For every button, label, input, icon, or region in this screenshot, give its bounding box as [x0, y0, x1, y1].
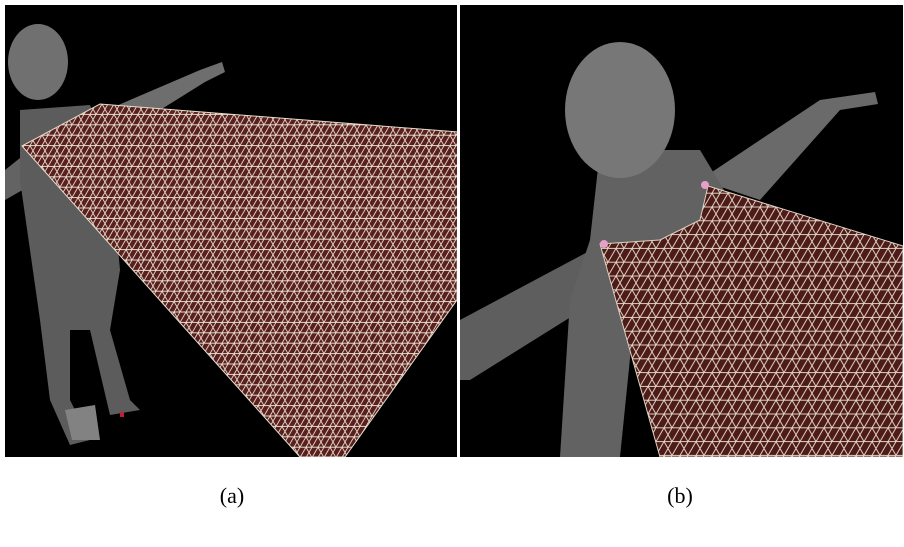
- panel-b: [460, 5, 903, 457]
- caption: (b): [667, 483, 693, 508]
- panel-a: [5, 5, 458, 457]
- page: (a) (b) (() => { const data = JSON.parse…: [0, 0, 904, 542]
- figure: (a) (b): [0, 0, 904, 542]
- caption: (a): [220, 483, 244, 508]
